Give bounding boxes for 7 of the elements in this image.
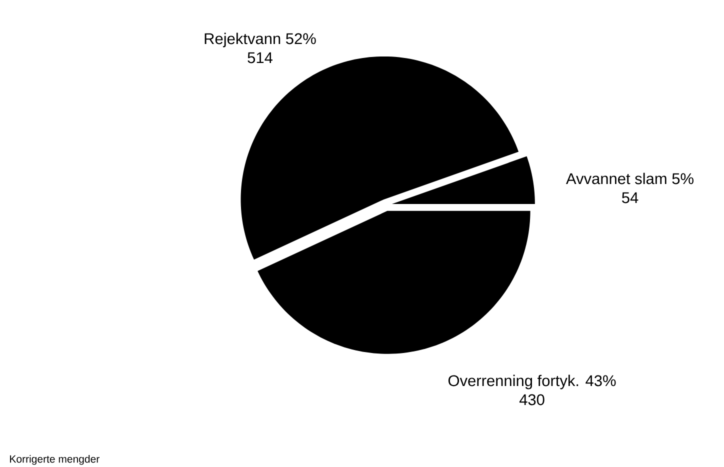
data-label: 430 [519, 394, 544, 406]
slice-label: Avvannet slam 5% [566, 172, 694, 184]
data-label: 54 [622, 192, 638, 204]
slice-label: Overrenning fortyk. 43% [448, 374, 616, 390]
text: Korrigerte mengder [10, 455, 100, 465]
slice-label: Rejektvann 52% [204, 32, 316, 48]
data-label: 514 [248, 52, 272, 64]
